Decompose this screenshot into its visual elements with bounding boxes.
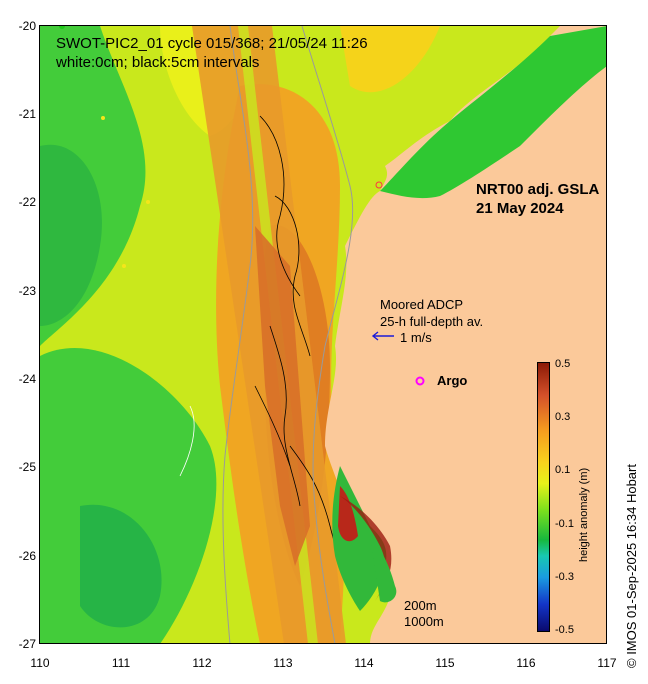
x-tick-label: 117 [597, 656, 617, 670]
y-tick-label: -22 [18, 195, 36, 209]
product-label: NRT00 adj. GSLA [476, 181, 600, 198]
argo-marker-icon [415, 376, 425, 386]
colorbar-tick: 0.3 [555, 411, 571, 423]
x-tick-label: 116 [516, 656, 536, 670]
colorbar-label: height anomaly (m) [578, 467, 590, 562]
mooring-sublabel: 25-h full-depth av. [380, 314, 484, 329]
x-tick-label: 114 [354, 656, 374, 670]
x-tick-label: 112 [192, 656, 212, 670]
coastal-green-ne [380, 26, 607, 199]
y-tick-label: -25 [18, 460, 36, 474]
argo-label: Argo [437, 373, 468, 388]
x-tick-label: 115 [435, 656, 455, 670]
colorbar-tick: -0.1 [555, 518, 574, 530]
isobaths [222, 26, 354, 644]
colorbar-tick: -0.3 [555, 571, 574, 583]
y-tick-label: -24 [18, 372, 36, 386]
colorbar-tick: 0.5 [555, 358, 571, 370]
y-tick-label: -20 [18, 19, 36, 33]
colorbar [537, 362, 550, 632]
x-tick-label: 111 [111, 656, 131, 670]
map-plot [40, 26, 607, 644]
colorbar-tick: -0.5 [555, 624, 574, 636]
map-svg [40, 26, 607, 644]
y-tick-label: -26 [18, 549, 36, 563]
y-tick-label: -23 [18, 284, 36, 298]
x-tick-label: 113 [273, 656, 293, 670]
colorbar-tick: 0.1 [555, 464, 571, 476]
velocity-scale-arrow-icon [371, 331, 394, 341]
x-tick-label: 110 [30, 656, 50, 670]
credit-text: © IMOS 01-Sep-2025 16:34 Hobart [624, 464, 639, 668]
map-title: SWOT-PIC2_01 cycle 015/368; 21/05/24 11:… [56, 35, 368, 52]
mooring-label: Moored ADCP [380, 297, 464, 312]
y-tick-label: -21 [18, 107, 36, 121]
product-date: 21 May 2024 [476, 200, 564, 217]
isobath-1000m-label: 1000m [404, 614, 444, 629]
velocity-scale-label: 1 m/s [400, 330, 432, 345]
isobath-200m-label: 200m [404, 598, 437, 613]
map-subtitle: white:0cm; black:5cm intervals [56, 54, 260, 71]
y-tick-label: -27 [18, 637, 36, 651]
